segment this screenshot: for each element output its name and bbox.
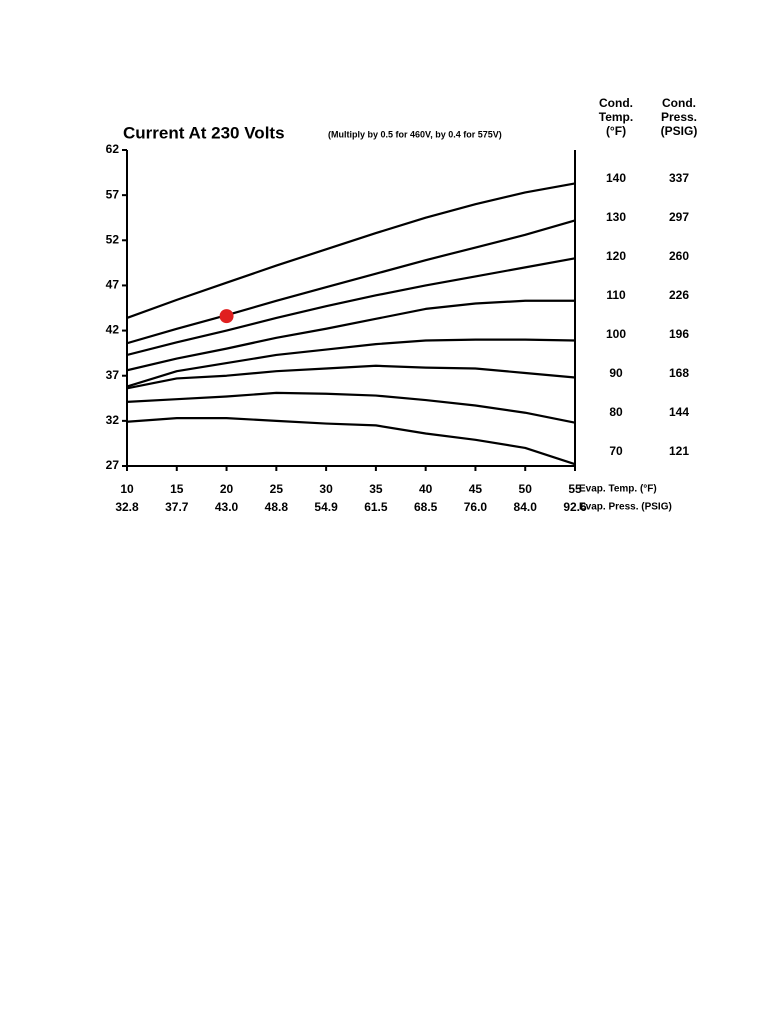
x2-tick-label: 92.6 [563,500,587,514]
x-tick-label: 20 [220,482,234,496]
x2-tick-label: 68.5 [414,500,438,514]
curve [126,391,576,424]
operating-point [219,309,234,324]
cond-press-label: 121 [669,444,689,458]
y-tick-label: 52 [106,232,120,246]
cond-press-label: 337 [669,171,689,185]
cond-temp-label: 90 [609,366,623,380]
x2-axis-label: Evap. Press. (PSIG) [579,502,672,513]
y-tick-label: 37 [106,368,120,382]
x-axis-label: Evap. Temp. (°F) [579,484,657,495]
x-tick-label: 50 [519,482,533,496]
cond-temp-header: (°F) [606,124,626,138]
cond-temp-label: 70 [609,444,623,458]
cond-temp-label: 80 [609,405,623,419]
x-tick-label: 10 [120,482,134,496]
y-tick-label: 42 [106,323,120,337]
x-tick-label: 25 [270,482,284,496]
curve [126,182,576,319]
cond-temp-header: Cond. [599,96,633,110]
cond-press-header: Cond. [662,96,696,110]
cond-press-header: (PSIG) [661,124,698,138]
cond-press-label: 226 [669,288,689,302]
x2-tick-label: 54.9 [314,500,338,514]
cond-temp-header: Temp. [599,110,633,124]
cond-temp-label: 100 [606,327,626,341]
cond-press-label: 144 [669,405,689,419]
curve [126,364,576,390]
chart-subtitle: (Multiply by 0.5 for 460V, by 0.4 for 57… [328,129,502,139]
y-tick-label: 32 [106,413,120,427]
x2-tick-label: 61.5 [364,500,388,514]
chart-title: Current At 230 Volts [123,123,285,142]
curve [126,338,576,388]
y-tick-label: 47 [106,278,120,292]
cond-press-label: 196 [669,327,689,341]
x-tick-label: 35 [369,482,383,496]
cond-temp-label: 140 [606,171,626,185]
x2-tick-label: 76.0 [464,500,488,514]
cond-temp-label: 120 [606,249,626,263]
cond-press-label: 297 [669,210,689,224]
x-tick-label: 55 [568,482,582,496]
cond-press-label: 260 [669,249,689,263]
x2-tick-label: 48.8 [265,500,289,514]
y-tick-label: 27 [106,458,120,472]
x2-tick-label: 43.0 [215,500,239,514]
x-tick-label: 45 [469,482,483,496]
cond-temp-label: 110 [606,288,626,302]
cond-press-label: 168 [669,366,689,380]
cond-press-header: Press. [661,110,697,124]
x-tick-label: 15 [170,482,184,496]
x-tick-label: 30 [319,482,333,496]
x2-tick-label: 32.8 [115,500,139,514]
curve [126,257,576,357]
y-tick-label: 62 [106,142,120,156]
curve [126,219,576,345]
curve [126,299,575,372]
curve [126,417,576,466]
y-tick-label: 57 [106,187,120,201]
x2-tick-label: 37.7 [165,500,189,514]
x2-tick-label: 84.0 [514,500,538,514]
x-tick-label: 40 [419,482,433,496]
cond-temp-label: 130 [606,210,626,224]
